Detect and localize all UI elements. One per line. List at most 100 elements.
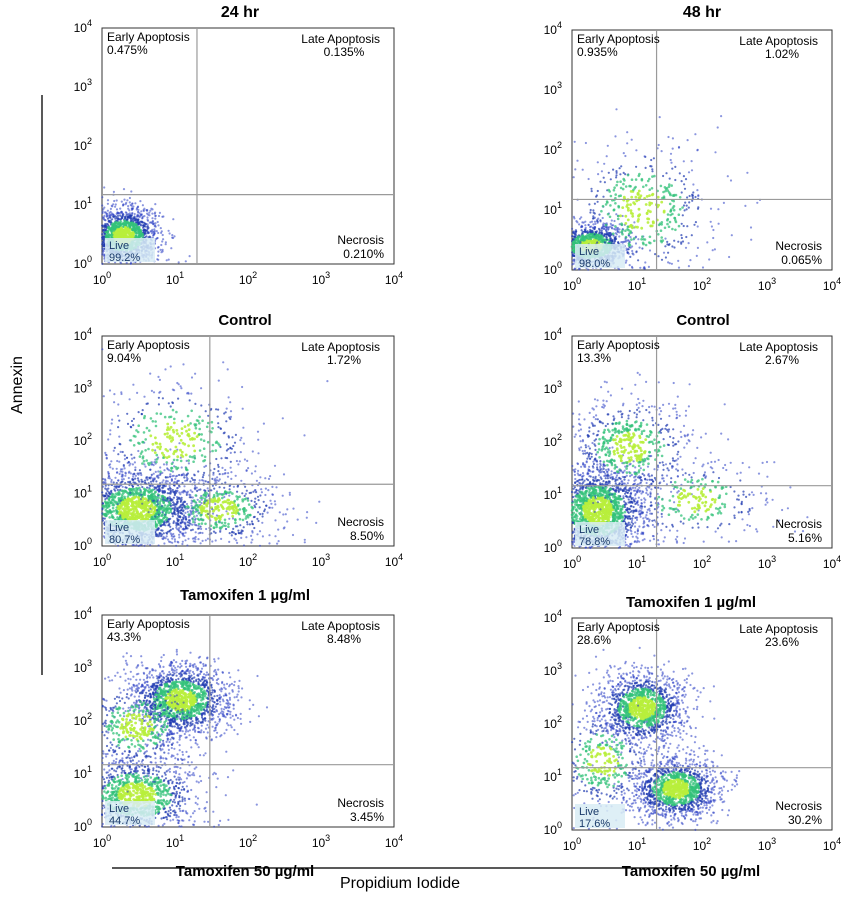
event-point <box>115 208 119 211</box>
event-point <box>108 500 111 504</box>
event-point <box>602 227 606 230</box>
event-point <box>634 178 638 181</box>
event-point <box>162 238 165 241</box>
event-point <box>615 174 618 177</box>
event-point <box>573 268 576 271</box>
event-point <box>166 538 170 541</box>
propidium-iodide-axis-label: Propidium Iodide <box>340 875 460 892</box>
event-point <box>129 472 132 475</box>
event-point <box>225 507 229 511</box>
event-point <box>131 463 134 466</box>
event-point <box>136 391 139 394</box>
event-point <box>183 534 186 538</box>
event-point <box>233 537 236 540</box>
event-point <box>155 509 158 512</box>
event-point <box>107 476 110 480</box>
event-point <box>626 225 630 229</box>
event-point <box>153 229 156 233</box>
event-point <box>135 511 139 515</box>
event-point <box>171 236 174 239</box>
event-point <box>157 488 160 491</box>
event-point <box>644 166 647 169</box>
event-point <box>178 496 181 499</box>
event-point <box>224 524 227 528</box>
event-point <box>626 218 630 222</box>
event-point <box>133 456 136 459</box>
event-point <box>165 531 168 534</box>
event-point <box>164 241 167 244</box>
event-point <box>150 473 153 476</box>
event-point <box>273 464 277 467</box>
event-point <box>201 507 205 511</box>
event-point <box>204 480 207 483</box>
event-point <box>219 503 223 507</box>
event-point <box>102 216 105 219</box>
event-point <box>606 144 609 147</box>
event-point <box>614 193 617 196</box>
event-point <box>198 479 201 482</box>
event-point <box>200 454 204 457</box>
event-point <box>631 249 634 253</box>
live-label: Live <box>579 246 599 258</box>
event-point <box>184 511 187 514</box>
event-point <box>125 220 129 224</box>
event-point <box>188 496 191 499</box>
event-point <box>164 476 167 479</box>
event-point <box>253 489 257 492</box>
event-point <box>282 473 286 476</box>
event-point <box>643 267 646 270</box>
event-point <box>123 219 126 223</box>
event-point <box>614 135 617 138</box>
event-point <box>637 218 640 221</box>
event-point <box>112 216 115 219</box>
event-point <box>182 518 185 521</box>
event-point <box>303 541 306 544</box>
event-point <box>133 461 136 464</box>
event-point <box>273 500 276 503</box>
event-point <box>604 223 608 227</box>
event-point <box>191 455 194 459</box>
event-point <box>628 184 631 188</box>
event-point <box>128 487 131 491</box>
event-point <box>107 495 110 498</box>
event-point <box>116 459 119 463</box>
event-point <box>129 480 132 483</box>
event-point <box>596 189 599 193</box>
event-point <box>283 526 286 529</box>
event-point <box>259 513 262 516</box>
event-point <box>109 216 112 219</box>
event-point <box>133 495 137 499</box>
event-point <box>622 152 625 155</box>
event-point <box>166 497 169 500</box>
event-point <box>168 495 171 498</box>
event-point <box>234 433 237 436</box>
event-point <box>203 489 206 492</box>
event-point <box>197 538 200 541</box>
event-point <box>114 203 117 206</box>
event-point <box>179 524 182 528</box>
event-point <box>189 522 192 525</box>
event-point <box>132 227 135 231</box>
event-point <box>284 513 287 516</box>
event-point <box>217 422 220 425</box>
event-point <box>111 225 114 229</box>
event-point <box>620 230 623 234</box>
event-point <box>149 417 153 420</box>
event-point <box>113 401 116 404</box>
event-point <box>210 489 213 492</box>
event-point <box>109 490 113 493</box>
event-point <box>172 532 175 536</box>
necrosis-value: 0.065% <box>781 253 822 267</box>
event-point <box>114 476 117 479</box>
event-point <box>662 251 666 254</box>
event-point <box>660 200 664 204</box>
event-point <box>666 240 669 243</box>
event-point <box>637 207 641 211</box>
x-tick-label: 100 <box>93 270 111 287</box>
event-point <box>590 190 593 193</box>
event-point <box>173 540 177 543</box>
event-point <box>158 485 161 488</box>
event-point <box>169 532 172 535</box>
event-point <box>108 211 111 215</box>
